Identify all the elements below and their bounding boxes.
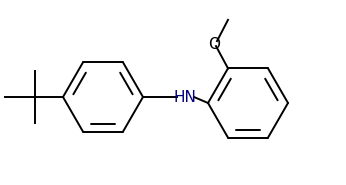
Text: O: O xyxy=(208,37,220,52)
Text: HN: HN xyxy=(174,90,197,105)
